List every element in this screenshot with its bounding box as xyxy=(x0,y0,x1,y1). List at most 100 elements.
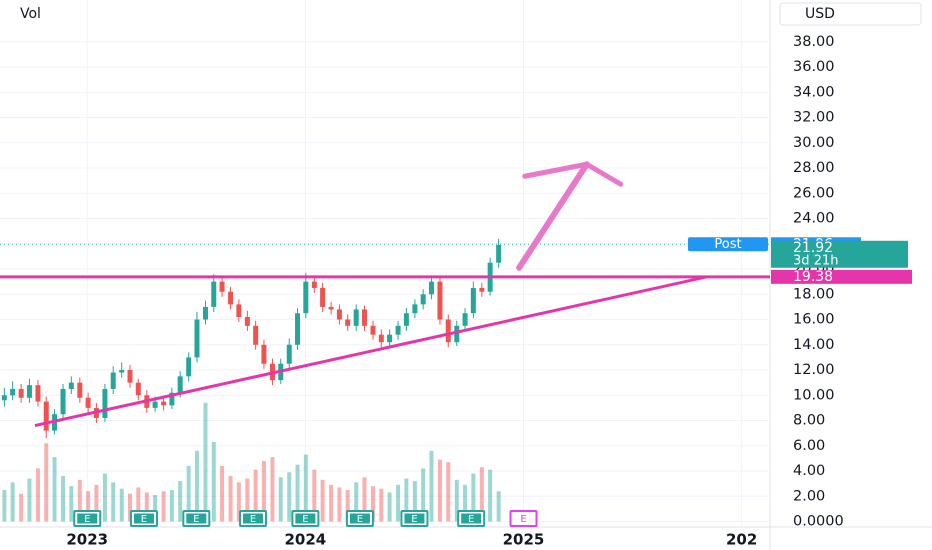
volume-bar xyxy=(437,459,442,522)
earnings-label: E xyxy=(250,514,256,525)
volume-title: Vol xyxy=(20,6,41,22)
candle-body xyxy=(428,281,434,295)
candle-body xyxy=(370,325,376,335)
last-price: 21.92 xyxy=(793,240,833,256)
y-tick-label: 14.00 xyxy=(793,337,835,353)
candle-body xyxy=(236,304,242,317)
candle-body xyxy=(345,319,351,326)
earnings-label: E xyxy=(357,514,363,525)
earnings-label: E xyxy=(411,514,417,525)
volume-bar xyxy=(345,489,350,522)
currency-box[interactable] xyxy=(779,2,922,26)
candle-body xyxy=(437,281,443,320)
candle-body xyxy=(202,306,208,320)
candle-body xyxy=(336,309,342,320)
earnings-label: E xyxy=(141,514,147,525)
candle-body xyxy=(211,281,217,307)
volume-bar xyxy=(362,477,367,522)
y-tick-label: 38.00 xyxy=(793,34,835,50)
volume-bar xyxy=(488,469,493,522)
volume-bar xyxy=(463,484,468,522)
countdown: 3d 21h xyxy=(793,253,838,268)
candle-body xyxy=(328,306,334,310)
x-tick-label: 2024 xyxy=(285,531,327,549)
candle-body xyxy=(303,281,309,314)
volume-bar xyxy=(320,479,325,522)
y-tick-label: 4.00 xyxy=(793,463,825,479)
candle-body xyxy=(169,392,175,406)
volume-bar xyxy=(44,443,49,522)
volume-bar xyxy=(86,491,91,522)
volume-bar xyxy=(303,454,308,522)
volume-bar xyxy=(261,460,266,522)
volume-bar xyxy=(278,477,283,522)
y-tick-label: 18.00 xyxy=(793,286,835,302)
volume-bar xyxy=(220,465,225,522)
volume-bar xyxy=(27,478,32,522)
currency: USD xyxy=(805,6,835,22)
volume-bar xyxy=(387,492,392,522)
candle-body xyxy=(119,370,125,373)
volume-bar xyxy=(61,476,66,522)
candle-body xyxy=(479,287,485,292)
candle-body xyxy=(85,397,91,408)
candle-body xyxy=(311,281,317,288)
volume-bar xyxy=(379,488,384,522)
volume-bar xyxy=(295,464,300,522)
volume-bar xyxy=(10,482,15,522)
y-tick-label: 16.00 xyxy=(793,312,835,328)
candle-body xyxy=(102,388,108,418)
volume-bar xyxy=(396,484,401,522)
earnings-label: E xyxy=(84,514,90,525)
candle-body xyxy=(1,395,7,401)
volume-bar xyxy=(35,468,40,522)
candle-body xyxy=(412,304,418,314)
volume-bar xyxy=(19,493,24,522)
y-tick-label: 2.00 xyxy=(793,488,825,504)
candle-body xyxy=(186,357,192,377)
y-tick-label: 8.00 xyxy=(793,413,825,429)
candle-body xyxy=(244,316,250,326)
x-tick-label: 2023 xyxy=(66,531,108,549)
y-tick-label: 32.00 xyxy=(793,110,835,126)
last-price-tag xyxy=(771,240,908,268)
volume-bar xyxy=(211,441,216,522)
volume-bar xyxy=(178,481,183,522)
volume-bar xyxy=(2,489,7,522)
volume-bar xyxy=(153,494,158,522)
candle-body xyxy=(68,382,74,389)
volume-bar xyxy=(337,487,342,522)
volume-bar xyxy=(111,482,116,522)
volume-bar xyxy=(69,486,74,522)
post-label: Post xyxy=(714,237,741,252)
candle-body xyxy=(127,370,133,383)
volume-bar xyxy=(94,484,99,522)
candle-body xyxy=(177,376,183,393)
candle-body xyxy=(60,388,66,415)
candle-body xyxy=(26,385,32,398)
y-tick-label: 10.00 xyxy=(793,387,835,403)
volume-bar xyxy=(186,465,191,522)
candle-body xyxy=(496,245,502,263)
volume-bar xyxy=(371,486,376,522)
volume-bar xyxy=(354,482,359,522)
candle-body xyxy=(395,325,401,335)
earnings-inner xyxy=(133,513,154,524)
arrow-shaft xyxy=(516,161,590,271)
earnings-label: E xyxy=(193,514,199,525)
post-tag xyxy=(688,237,768,252)
candle-body xyxy=(152,401,158,408)
volume-bar xyxy=(102,473,107,522)
trendline xyxy=(34,275,708,428)
volume-bar xyxy=(169,489,174,522)
candle-body xyxy=(10,388,16,396)
y-tick-label: 30.00 xyxy=(793,135,835,151)
earnings-inner xyxy=(295,513,316,524)
candle-body xyxy=(403,313,409,326)
y-tick-label: 12.00 xyxy=(793,362,835,378)
candle-body xyxy=(261,344,267,364)
volume-bar xyxy=(203,402,208,522)
earnings-label: E xyxy=(468,514,474,525)
candle-body xyxy=(253,325,259,345)
candle-body xyxy=(35,385,41,402)
